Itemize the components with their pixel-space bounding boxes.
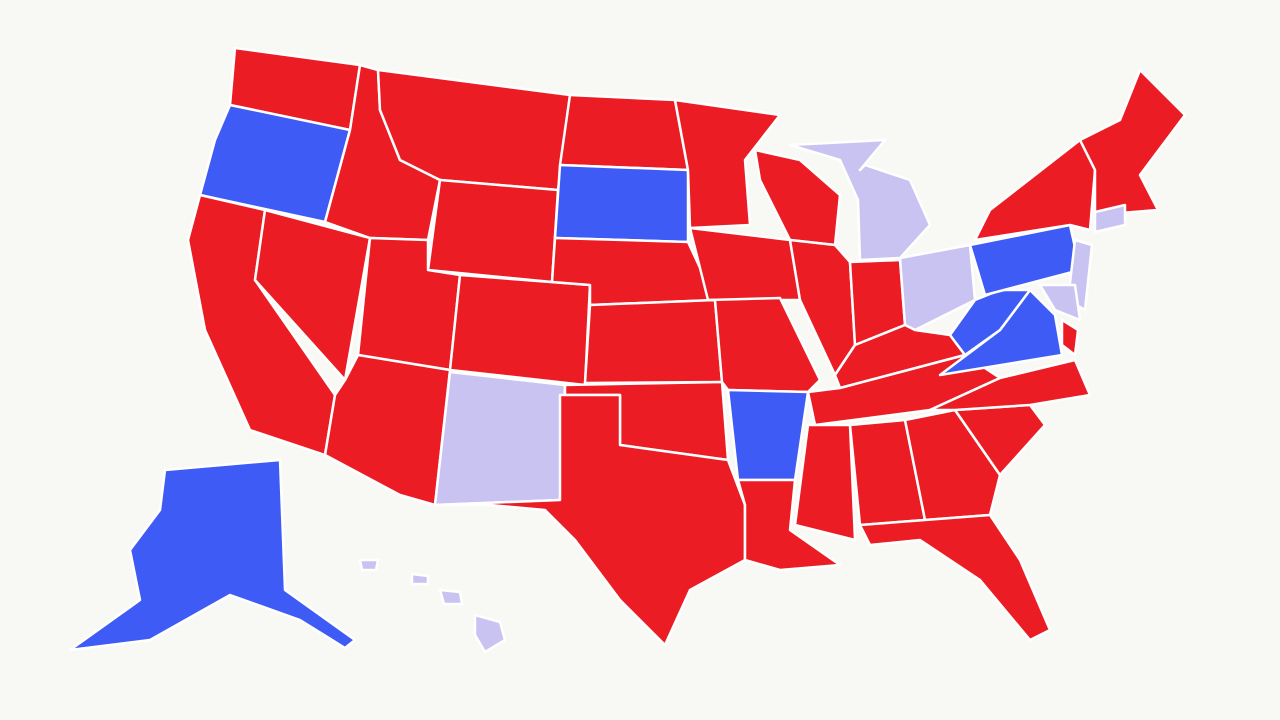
state [1078, 68, 1187, 217]
state [473, 613, 507, 654]
state [448, 273, 592, 387]
state [583, 298, 724, 385]
state [793, 423, 857, 542]
state [673, 98, 782, 230]
state [1060, 318, 1080, 357]
state [410, 572, 430, 586]
state [358, 558, 380, 572]
state [1093, 203, 1127, 234]
state [898, 243, 977, 332]
state [903, 408, 1002, 522]
state [1038, 283, 1082, 322]
state [726, 388, 810, 482]
state [426, 178, 560, 284]
state [438, 588, 464, 606]
state [68, 458, 357, 652]
state [788, 138, 932, 262]
state [688, 226, 802, 302]
state [558, 93, 690, 172]
state [553, 163, 690, 244]
state [433, 370, 567, 507]
states [68, 46, 1187, 654]
state [433, 393, 747, 647]
state [858, 513, 1052, 642]
state [928, 358, 1092, 412]
state [736, 478, 842, 572]
state [948, 288, 1032, 357]
